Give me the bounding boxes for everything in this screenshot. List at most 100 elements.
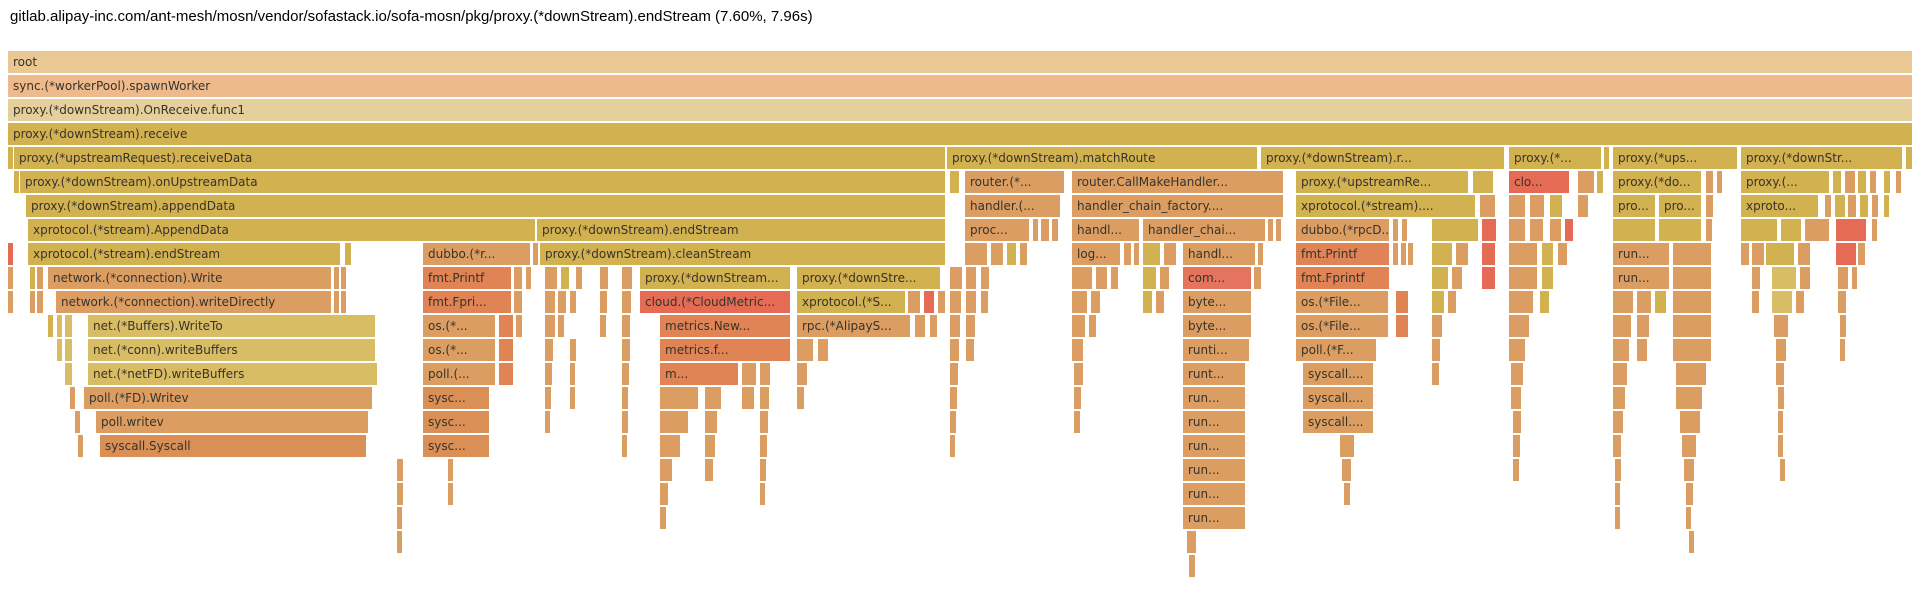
flame-frame[interactable] xyxy=(1401,243,1406,265)
flame-frame[interactable] xyxy=(334,267,339,289)
flame-frame[interactable] xyxy=(1840,339,1845,361)
flame-frame[interactable] xyxy=(1805,219,1829,241)
flame-frame[interactable] xyxy=(1542,267,1553,289)
flame-frame[interactable]: proxy.(*do... xyxy=(1613,171,1701,193)
flame-frame[interactable] xyxy=(561,267,569,289)
flame-frame[interactable] xyxy=(705,435,715,457)
flame-frame[interactable]: run... xyxy=(1613,267,1669,289)
flame-frame[interactable] xyxy=(1613,363,1627,385)
flame-frame[interactable] xyxy=(1833,171,1841,193)
flame-frame[interactable]: run... xyxy=(1183,483,1245,505)
flame-frame[interactable] xyxy=(1673,315,1711,337)
flame-frame[interactable]: proxy.(*downStream).endStream xyxy=(537,219,945,241)
flame-frame[interactable] xyxy=(8,291,13,313)
flame-frame[interactable] xyxy=(1164,243,1176,265)
flame-frame[interactable] xyxy=(1706,219,1712,241)
flame-frame[interactable]: runt... xyxy=(1183,363,1245,385)
flame-frame[interactable] xyxy=(30,291,35,313)
flame-frame[interactable] xyxy=(1781,219,1801,241)
flame-frame[interactable]: net.(*Buffers).WriteTo xyxy=(88,315,375,337)
flame-frame[interactable] xyxy=(742,363,756,385)
flame-frame[interactable] xyxy=(1655,291,1666,313)
flame-frame[interactable] xyxy=(1836,243,1856,265)
flame-frame[interactable] xyxy=(70,387,75,409)
flame-frame[interactable] xyxy=(1615,459,1621,481)
flame-frame[interactable]: byte... xyxy=(1183,291,1251,313)
flame-frame[interactable] xyxy=(1858,171,1866,193)
flame-frame[interactable]: handler_chai... xyxy=(1143,219,1265,241)
flame-frame[interactable] xyxy=(660,387,698,409)
flame-frame[interactable] xyxy=(1432,363,1439,385)
flame-frame[interactable] xyxy=(1143,267,1156,289)
flame-frame[interactable] xyxy=(622,339,630,361)
flame-frame[interactable] xyxy=(341,291,346,313)
flame-frame[interactable] xyxy=(981,267,989,289)
flame-frame[interactable] xyxy=(1741,219,1777,241)
flame-frame[interactable] xyxy=(1540,291,1549,313)
flame-frame[interactable] xyxy=(1432,339,1440,361)
flame-frame[interactable] xyxy=(1613,339,1629,361)
flame-frame[interactable] xyxy=(1858,243,1865,265)
flame-frame[interactable]: os.(*... xyxy=(423,339,495,361)
flame-frame[interactable]: runti... xyxy=(1183,339,1249,361)
flame-frame[interactable] xyxy=(1825,195,1831,217)
flame-frame[interactable] xyxy=(966,315,975,337)
flame-frame[interactable] xyxy=(742,387,754,409)
flame-frame[interactable] xyxy=(924,291,934,313)
flame-frame[interactable] xyxy=(8,147,13,169)
flame-frame[interactable] xyxy=(1268,219,1273,241)
flame-frame[interactable] xyxy=(1143,291,1152,313)
flame-frame[interactable] xyxy=(1884,171,1890,193)
flame-frame[interactable] xyxy=(660,459,672,481)
flame-frame[interactable] xyxy=(950,291,961,313)
flame-frame[interactable] xyxy=(57,339,62,361)
flame-frame[interactable] xyxy=(545,387,551,409)
flame-frame[interactable]: com... xyxy=(1183,267,1251,289)
flame-frame[interactable] xyxy=(622,291,631,313)
flame-frame[interactable] xyxy=(1637,339,1647,361)
flame-frame[interactable] xyxy=(1542,243,1553,265)
flame-frame[interactable]: byte... xyxy=(1183,315,1251,337)
flame-frame[interactable]: sysc... xyxy=(423,411,489,433)
flame-frame[interactable] xyxy=(908,291,920,313)
flame-frame[interactable]: run... xyxy=(1183,459,1245,481)
flame-frame[interactable] xyxy=(1452,267,1462,289)
flame-frame[interactable] xyxy=(448,459,453,481)
flame-frame[interactable] xyxy=(622,411,628,433)
flame-frame[interactable] xyxy=(1408,243,1413,265)
flame-frame[interactable] xyxy=(576,267,582,289)
flame-frame[interactable]: log... xyxy=(1072,243,1120,265)
flame-frame[interactable] xyxy=(545,339,553,361)
flame-frame[interactable]: sysc... xyxy=(423,387,489,409)
flame-frame[interactable] xyxy=(1020,243,1027,265)
flame-frame[interactable] xyxy=(1686,483,1693,505)
flame-frame[interactable] xyxy=(1884,195,1889,217)
flame-frame[interactable] xyxy=(760,387,769,409)
flame-frame[interactable] xyxy=(1613,411,1623,433)
flame-frame[interactable] xyxy=(760,435,767,457)
flame-frame[interactable] xyxy=(1509,291,1533,313)
flame-frame[interactable] xyxy=(797,387,804,409)
flame-frame[interactable] xyxy=(1673,291,1711,313)
flame-frame[interactable] xyxy=(1558,243,1567,265)
flame-frame[interactable] xyxy=(1578,195,1588,217)
flame-frame[interactable] xyxy=(1480,195,1495,217)
flame-frame[interactable]: network.(*connection).writeDirectly xyxy=(56,291,331,313)
flame-frame[interactable] xyxy=(1796,291,1804,313)
flame-frame[interactable] xyxy=(1706,195,1713,217)
flame-frame[interactable]: dubbo.(*rpcD... xyxy=(1296,219,1389,241)
flame-frame[interactable] xyxy=(660,507,666,529)
flame-frame[interactable] xyxy=(397,459,403,481)
flame-frame[interactable]: proxy.(*upstreamRe... xyxy=(1296,171,1468,193)
flame-frame[interactable]: fmt.Printf xyxy=(423,267,511,289)
flame-frame[interactable] xyxy=(1637,315,1649,337)
flame-frame[interactable]: poll.writev xyxy=(96,411,368,433)
flame-frame[interactable] xyxy=(1393,243,1398,265)
flame-frame[interactable] xyxy=(1089,315,1096,337)
flame-frame[interactable] xyxy=(1258,243,1263,265)
flame-frame[interactable] xyxy=(514,291,522,313)
flame-frame[interactable] xyxy=(1396,315,1408,337)
flame-frame[interactable]: m... xyxy=(660,363,738,385)
flame-frame[interactable] xyxy=(1800,267,1810,289)
flame-frame[interactable] xyxy=(760,483,765,505)
